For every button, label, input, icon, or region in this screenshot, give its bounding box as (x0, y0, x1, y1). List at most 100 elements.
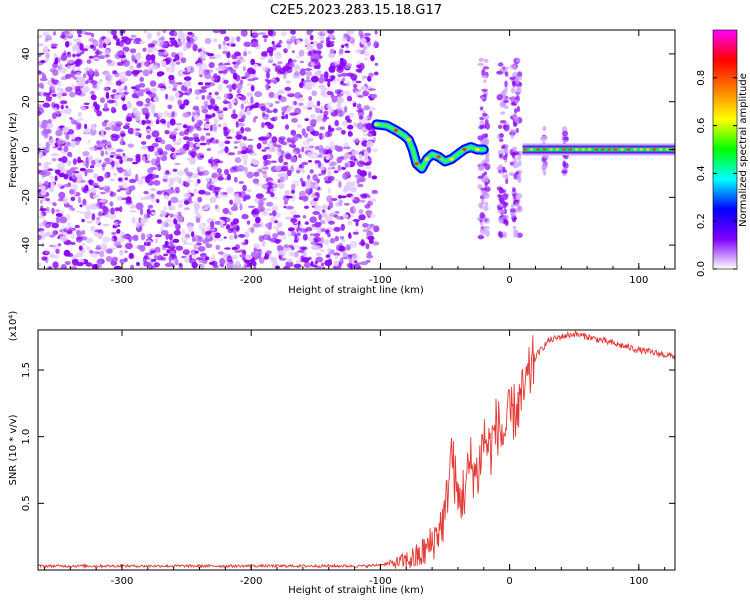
heatmap-cell (38, 143, 42, 146)
heatmap-cell (304, 68, 313, 71)
heatmap-cell (156, 147, 163, 151)
heatmap-cell (165, 93, 169, 100)
heatmap-cell (344, 163, 349, 168)
heatmap-cell (51, 107, 58, 111)
heatmap-cell (130, 264, 135, 269)
heatmap-cell (226, 173, 231, 181)
heatmap-cell (344, 43, 348, 47)
heatmap-cell (278, 137, 285, 144)
heatmap-cell (168, 200, 172, 207)
heatmap-cell (99, 97, 106, 103)
heatmap-cell (160, 210, 167, 217)
heatmap-cell (85, 262, 93, 267)
heatmap-cell (290, 217, 298, 223)
y-tick-label: 40 (21, 48, 32, 61)
heatmap-cell (102, 246, 108, 252)
heatmap-cell (146, 145, 154, 149)
snr-y-axis-label: SNR (10 * v/v) (8, 414, 19, 485)
heatmap-cell (341, 120, 348, 127)
heatmap-cell (272, 233, 279, 239)
heatmap-cell (345, 115, 350, 121)
signal-trace-peak (406, 138, 411, 142)
heatmap-cell (43, 92, 48, 97)
heatmap-cell (159, 40, 168, 48)
heatmap-cell (306, 101, 314, 109)
heatmap-cell (195, 257, 204, 260)
heatmap-cell (116, 237, 125, 243)
carrier-peak (542, 148, 547, 151)
heatmap-cell (310, 261, 314, 267)
heatmap-cell (325, 36, 331, 44)
heatmap-cell (233, 176, 238, 183)
heatmap-cell (346, 262, 353, 268)
heatmap-cell (124, 85, 128, 91)
heatmap-cell (319, 126, 325, 130)
heatmap-cell (78, 232, 84, 235)
heatmap-cell (55, 212, 63, 218)
heatmap-cell (287, 38, 291, 42)
heatmap-cell (261, 170, 267, 175)
heatmap-cell (367, 75, 372, 82)
heatmap-cell (333, 226, 341, 232)
heatmap-cell (38, 104, 43, 108)
heatmap-cell (338, 180, 342, 188)
heatmap-cell (280, 31, 288, 37)
heatmap-cell (44, 251, 51, 254)
heatmap-cell (124, 177, 129, 181)
heatmap-cell (161, 190, 166, 193)
heatmap-cell (353, 122, 358, 128)
heatmap-cell (119, 206, 123, 213)
heatmap-cell (348, 36, 355, 44)
heatmap-cell (343, 202, 350, 206)
heatmap-cell (161, 120, 166, 124)
heatmap-cell (54, 110, 62, 115)
heatmap-cell (129, 210, 137, 213)
heatmap-cell (217, 238, 224, 242)
y-tick-label: 1.5 (21, 362, 32, 378)
carrier-core (522, 147, 675, 152)
heatmap-cell (69, 167, 75, 174)
heatmap-cell (509, 129, 517, 133)
heatmap-cell (142, 69, 150, 77)
heatmap-cell (334, 77, 342, 83)
heatmap-cell (77, 76, 86, 85)
heatmap-cell (152, 172, 157, 180)
heatmap-cell (177, 221, 181, 225)
carrier-peak (581, 148, 586, 151)
heatmap-cell (233, 229, 237, 235)
heatmap-cell (502, 169, 508, 173)
heatmap-cell (328, 107, 334, 113)
heatmap-cell (60, 54, 68, 62)
heatmap-cell (347, 124, 354, 130)
heatmap-cell (310, 75, 319, 83)
heatmap-cell (41, 256, 48, 261)
heatmap-cell (217, 251, 224, 255)
colorbar-tick-label: 0.2 (696, 213, 707, 229)
heatmap-cell (360, 239, 365, 247)
heatmap-cell (157, 49, 166, 53)
heatmap-cell (189, 161, 196, 165)
heatmap-cell (321, 204, 329, 210)
heatmap-cell (92, 83, 97, 89)
heatmap-cell (293, 64, 301, 71)
heatmap-cell (356, 109, 363, 113)
heatmap-cell (171, 111, 175, 118)
heatmap-cell (515, 171, 520, 175)
heatmap-cell (144, 252, 153, 256)
heatmap-cell (510, 96, 516, 103)
heatmap-cell (63, 146, 69, 153)
heatmap-cell (304, 205, 309, 209)
heatmap-cell (180, 33, 187, 37)
colorbar-tick-label: 0.0 (696, 261, 707, 277)
heatmap-cell (509, 208, 516, 213)
heatmap-cell (374, 62, 379, 66)
heatmap-cell (329, 48, 335, 54)
heatmap-cell (327, 175, 335, 182)
heatmap-cell (109, 155, 115, 158)
heatmap-cell (305, 226, 313, 232)
heatmap-cell (122, 152, 126, 157)
heatmap-cell (253, 171, 260, 177)
heatmap-cell (144, 160, 151, 164)
heatmap-cell (172, 87, 178, 92)
heatmap-cell (136, 92, 144, 97)
